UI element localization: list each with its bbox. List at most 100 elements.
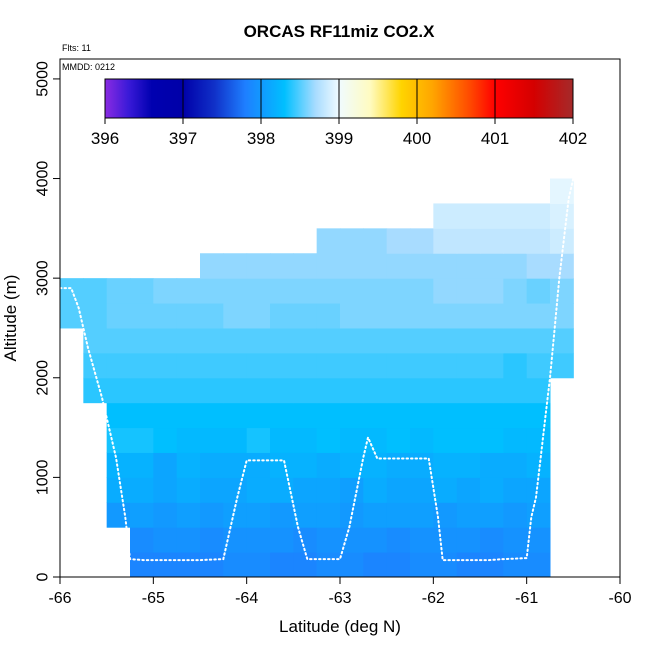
heatmap-cell bbox=[316, 327, 341, 354]
heatmap-cell bbox=[293, 402, 318, 429]
heatmap-cell bbox=[456, 477, 481, 503]
heatmap-cell bbox=[223, 352, 248, 379]
heatmap-cell bbox=[526, 552, 551, 578]
heatmap-cell bbox=[456, 402, 481, 429]
heatmap-cell bbox=[293, 477, 318, 503]
heatmap-cell bbox=[503, 377, 528, 404]
heatmap-cell bbox=[363, 527, 388, 553]
heatmap-cell bbox=[153, 527, 178, 553]
heatmap-cell bbox=[503, 352, 528, 379]
heatmap-cell bbox=[130, 352, 154, 379]
heatmap-cell bbox=[130, 327, 154, 354]
heatmap-cell bbox=[246, 327, 271, 354]
heatmap-cell bbox=[410, 228, 434, 254]
heatmap-cell bbox=[340, 377, 364, 404]
heatmap-cell bbox=[293, 303, 318, 329]
heatmap-cell bbox=[130, 452, 154, 478]
heatmap-cell bbox=[433, 477, 458, 503]
heatmap-cell bbox=[200, 352, 224, 379]
heatmap-cell bbox=[176, 477, 201, 503]
heatmap-cell bbox=[363, 402, 388, 429]
heatmap-cell bbox=[316, 352, 341, 379]
heatmap-cell bbox=[480, 427, 504, 453]
heatmap-cell bbox=[526, 253, 551, 279]
heatmap-cell bbox=[386, 402, 411, 429]
heatmap-cell bbox=[526, 228, 551, 254]
heatmap-cell bbox=[526, 452, 551, 478]
heatmap-cell bbox=[340, 278, 364, 304]
heatmap-cell bbox=[246, 502, 271, 528]
heatmap-cell bbox=[363, 303, 388, 329]
heatmap-cell bbox=[130, 278, 154, 304]
heatmap-cell bbox=[526, 377, 551, 404]
heatmap-cell bbox=[176, 402, 201, 429]
heatmap-cell bbox=[270, 327, 294, 354]
heatmap-cell bbox=[270, 427, 294, 453]
heatmap-cell bbox=[223, 303, 248, 329]
heatmap-cell bbox=[176, 352, 201, 379]
heatmap-cell bbox=[153, 352, 178, 379]
heatmap-cell bbox=[153, 452, 178, 478]
heatmap-cell bbox=[526, 327, 551, 354]
heatmap-cell bbox=[526, 278, 551, 304]
heatmap-cell bbox=[153, 278, 178, 304]
heatmap-cell bbox=[246, 477, 271, 503]
colorbar-tick-label: 400 bbox=[403, 129, 431, 148]
heatmap-cell bbox=[316, 427, 341, 453]
heatmap-cell bbox=[456, 203, 481, 229]
heatmap-cell bbox=[316, 402, 341, 429]
heatmap-cell bbox=[386, 452, 411, 478]
colorbar-tick-label: 397 bbox=[169, 129, 197, 148]
heatmap-cell bbox=[340, 477, 364, 503]
heatmap-cell bbox=[153, 327, 178, 354]
heatmap-cell bbox=[130, 402, 154, 429]
heatmap-cell bbox=[153, 402, 178, 429]
x-tick-label: -60 bbox=[608, 590, 631, 607]
heatmap-cell bbox=[176, 527, 201, 553]
heatmap-cell bbox=[503, 203, 528, 229]
heatmap-cell bbox=[363, 228, 388, 254]
heatmap-cell bbox=[223, 452, 248, 478]
heatmap-cell bbox=[316, 228, 341, 254]
heatmap-cell bbox=[410, 278, 434, 304]
heatmap-cell bbox=[480, 327, 504, 354]
heatmap-cell bbox=[550, 278, 574, 304]
heatmap-cell bbox=[200, 502, 224, 528]
heatmap-cell bbox=[340, 253, 364, 279]
heatmap-cell bbox=[433, 377, 458, 404]
heatmap-cell bbox=[153, 303, 178, 329]
x-axis-title: Latitude (deg N) bbox=[279, 617, 401, 636]
heatmap-cell bbox=[270, 303, 294, 329]
chart-title: ORCAS RF11miz CO2.X bbox=[244, 22, 435, 41]
heatmap-cell bbox=[480, 527, 504, 553]
heatmap-cell bbox=[106, 327, 131, 354]
heatmap-cell bbox=[433, 253, 458, 279]
heatmap-cell bbox=[246, 352, 271, 379]
heatmap-cell bbox=[293, 352, 318, 379]
heatmap-cell bbox=[106, 402, 131, 429]
heatmap-cell bbox=[270, 452, 294, 478]
heatmap-cell bbox=[433, 452, 458, 478]
x-tick-label: -61 bbox=[515, 590, 538, 607]
colorbar: 396 397 398 399 400 401 402 bbox=[91, 78, 587, 148]
heatmap-cell bbox=[550, 228, 574, 254]
heatmap-cell bbox=[270, 278, 294, 304]
y-axis: 0 1000 2000 3000 4000 5000 bbox=[35, 61, 60, 581]
heatmap-cell bbox=[130, 427, 154, 453]
heatmap-cell bbox=[293, 327, 318, 354]
heatmap-cell bbox=[550, 352, 574, 379]
heatmap-cell bbox=[316, 253, 341, 279]
heatmap-cell bbox=[340, 452, 364, 478]
heatmap-cell bbox=[270, 377, 294, 404]
heatmap-cell bbox=[200, 278, 224, 304]
heatmap-cell bbox=[363, 477, 388, 503]
heatmap-cell bbox=[130, 477, 154, 503]
heatmap-cell bbox=[410, 303, 434, 329]
heatmap-cell bbox=[386, 352, 411, 379]
heatmap-cell bbox=[223, 327, 248, 354]
heatmap-cell bbox=[386, 527, 411, 553]
heatmap-cell bbox=[200, 402, 224, 429]
heatmap-cell bbox=[293, 452, 318, 478]
heatmap-cell bbox=[200, 327, 224, 354]
heatmap-cell bbox=[200, 427, 224, 453]
